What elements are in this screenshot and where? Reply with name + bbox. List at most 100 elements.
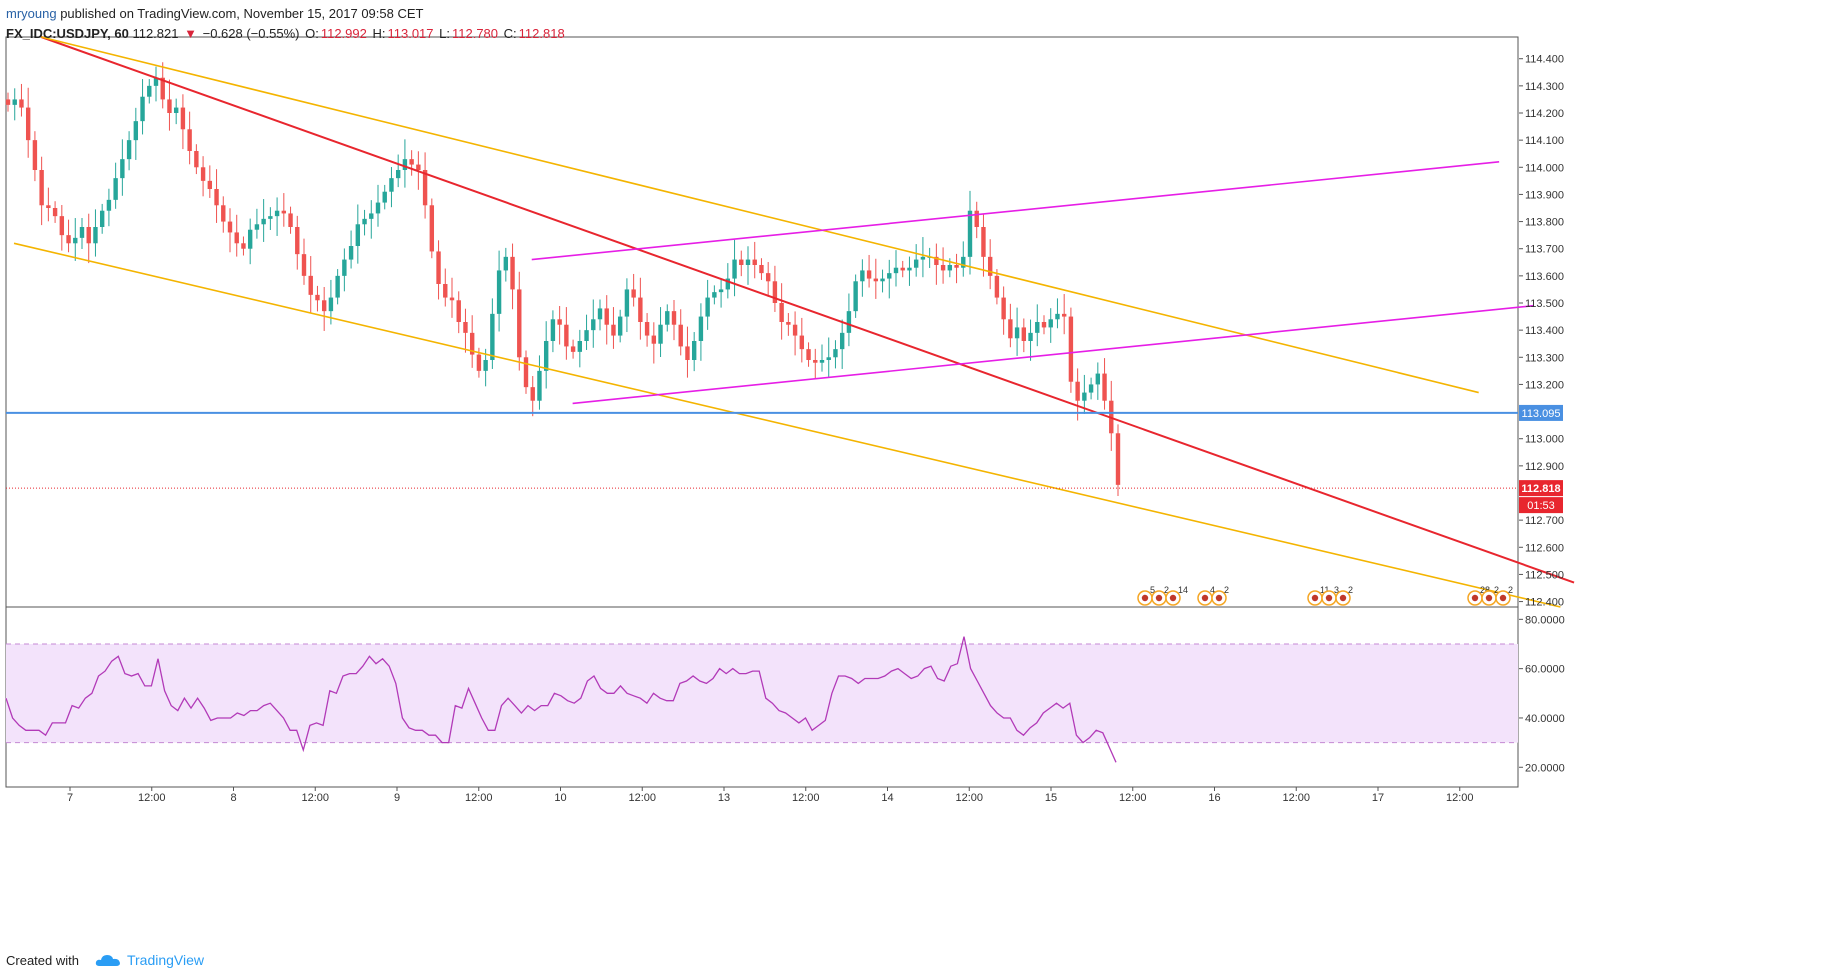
- candle-body: [369, 213, 374, 219]
- candle-body: [422, 170, 428, 206]
- descending-trendline: [40, 36, 1575, 584]
- candle-body: [402, 159, 408, 170]
- candle-body: [261, 218, 266, 225]
- x-tick-label: 13: [718, 792, 730, 804]
- candle-body: [19, 99, 24, 108]
- y-tick-label: 114.200: [1525, 108, 1564, 120]
- x-tick-label: 12:00: [465, 792, 493, 804]
- high-label: H:: [372, 26, 386, 41]
- created-with-text: Created with: [6, 952, 79, 968]
- x-tick-label: 12:00: [628, 792, 656, 804]
- candle-body: [1115, 433, 1121, 485]
- candle-body: [920, 256, 926, 260]
- candle-body: [342, 259, 347, 276]
- candle-body: [691, 341, 697, 360]
- candle-body: [1075, 381, 1080, 401]
- x-tick-label: 12:00: [138, 792, 166, 804]
- tradingview-link[interactable]: TradingView: [85, 952, 204, 968]
- candle-body: [913, 259, 919, 268]
- event-count: 28: [1480, 585, 1490, 595]
- candle-body: [12, 99, 17, 105]
- candle-body: [739, 259, 744, 265]
- symbol-label: FX_IDC:USDJPY, 60: [6, 26, 129, 41]
- x-tick-label: 10: [554, 792, 566, 804]
- candle-body: [315, 294, 320, 301]
- price-axis: 114.400 114.300 114.200 114.100 114.000 113.9…: [1519, 54, 1564, 609]
- y-tick-label: 112.700: [1525, 515, 1564, 527]
- candle-body: [483, 360, 488, 371]
- candle-body: [167, 99, 172, 113]
- low-value: 112.780: [451, 26, 499, 41]
- x-tick-label: 8: [230, 792, 236, 804]
- y-tick-label: 113.700: [1525, 244, 1564, 256]
- event-count: 4: [1210, 585, 1215, 595]
- candle-body: [106, 199, 112, 211]
- candle-body: [839, 332, 845, 350]
- candle-body: [113, 178, 118, 200]
- candle-body: [1068, 316, 1074, 382]
- y-tick-label: 112.500: [1525, 569, 1564, 581]
- candle-body: [981, 227, 986, 257]
- candle-body: [476, 354, 482, 371]
- candle-body: [866, 270, 872, 279]
- y-tick-label: 113.200: [1525, 379, 1564, 391]
- candle-body: [39, 170, 44, 206]
- candle-body: [382, 191, 387, 203]
- candle-body: [308, 275, 313, 295]
- candle-body: [523, 357, 529, 388]
- candle-body: [591, 319, 596, 331]
- candle-body: [617, 316, 623, 336]
- candle-body: [947, 265, 953, 271]
- y-tick-label: 113.600: [1525, 271, 1564, 283]
- candle-body: [86, 227, 91, 244]
- candle-body: [1014, 327, 1020, 339]
- candle-body: [429, 205, 435, 252]
- candle-body: [288, 213, 293, 227]
- y-tick-label: 114.000: [1525, 162, 1564, 174]
- candle-body: [671, 311, 677, 325]
- candle-body: [32, 140, 38, 170]
- y-tick-label: 112.900: [1525, 461, 1564, 473]
- candle-body: [355, 224, 361, 246]
- candle-body: [99, 210, 105, 227]
- last-price: 112.821: [132, 26, 179, 41]
- candle-body: [1035, 322, 1040, 333]
- x-tick-label: 14: [881, 792, 893, 804]
- x-tick-label: 12:00: [792, 792, 820, 804]
- candle-body: [597, 308, 603, 320]
- candle-body: [873, 278, 879, 282]
- candle-body: [221, 205, 226, 222]
- x-tick-label: 12:00: [955, 792, 983, 804]
- y-tick-label: 114.100: [1525, 135, 1564, 147]
- candle-body: [120, 159, 125, 179]
- candle-body: [779, 303, 784, 322]
- drawn-lines: [13, 36, 1575, 608]
- candle-body: [900, 267, 905, 271]
- rsi-tick-label: 20.0000: [1525, 762, 1565, 774]
- candle-body: [160, 77, 165, 100]
- author-link[interactable]: mryoung: [6, 6, 57, 21]
- x-tick-label: 9: [394, 792, 400, 804]
- rsi-line: [5, 636, 1117, 763]
- candle-body: [52, 208, 58, 217]
- candle-body: [786, 322, 791, 325]
- candle-body: [765, 273, 771, 282]
- candle-body: [665, 311, 670, 325]
- candle-body: [362, 218, 367, 225]
- rsi-tick-label: 80.0000: [1525, 614, 1565, 626]
- candle-body: [557, 319, 562, 325]
- publish-line: mryoung published on TradingView.com, No…: [6, 4, 567, 24]
- event-count: 2: [1494, 585, 1499, 595]
- candle-body: [133, 121, 139, 141]
- candle-body: [658, 324, 663, 344]
- candle-body: [496, 270, 502, 314]
- candle-body: [328, 297, 334, 312]
- close-label: C:: [503, 26, 517, 41]
- candle-body: [173, 107, 179, 113]
- rsi-tick-label: 60.0000: [1525, 664, 1565, 676]
- x-tick-label: 16: [1208, 792, 1220, 804]
- event-flag-dot: [1485, 594, 1493, 602]
- candle-body: [1041, 322, 1047, 328]
- candle-body: [1061, 313, 1067, 317]
